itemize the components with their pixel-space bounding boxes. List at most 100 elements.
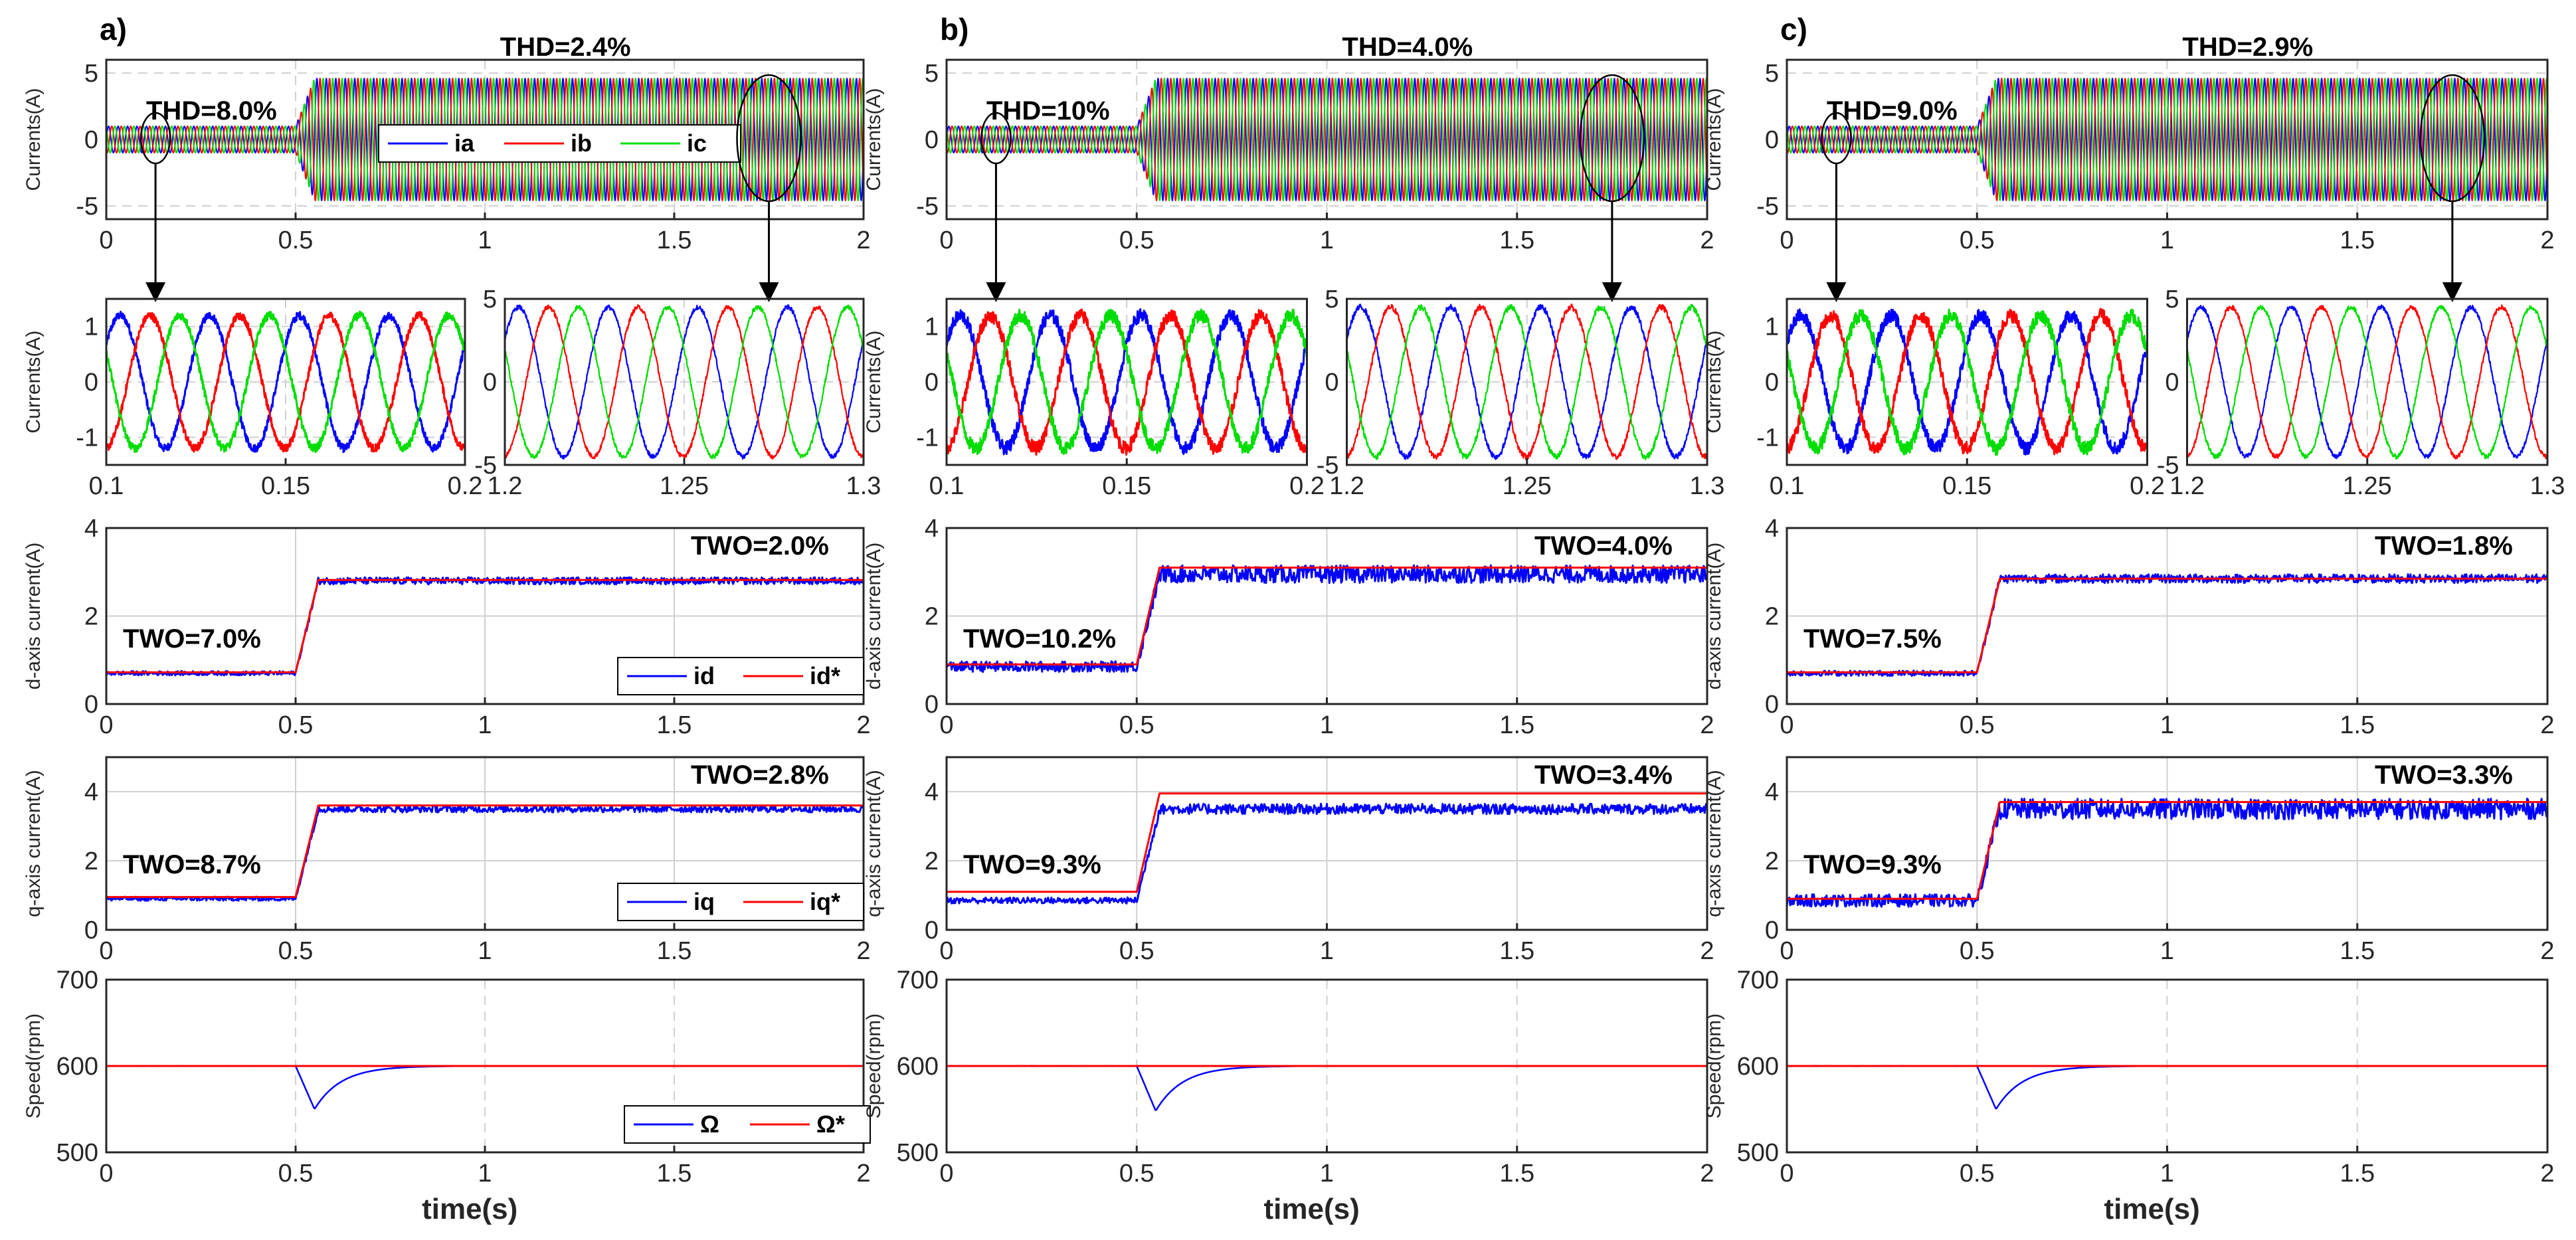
y-tick-label: 4 (1765, 515, 1779, 543)
q-measured-line (945, 802, 1708, 905)
y-axis-label: Speed(rpm) (863, 1014, 885, 1118)
two-after-annotation: TWO=1.8% (2375, 531, 2513, 561)
y-tick-label: 5 (1325, 286, 1338, 313)
y-tick-label: 0 (84, 691, 98, 719)
x-tick-label: 0.1 (89, 472, 124, 500)
phase-current-ib (106, 78, 864, 201)
y-tick-label: 1 (1765, 313, 1779, 341)
d-axis-plot-series (1786, 573, 2549, 677)
speed-measured-line (106, 1065, 864, 1110)
y-tick-label: 0 (1765, 917, 1779, 944)
y-tick-label: 500 (56, 1139, 98, 1167)
y-tick-label: 700 (1737, 966, 1779, 994)
y-axis-label: Currents(A) (1703, 330, 1725, 433)
y-tick-label: 2 (1765, 603, 1779, 631)
q-axis-plot-series (106, 804, 865, 902)
y-axis-label: q-axis current(A) (23, 770, 45, 917)
two-after-annotation: TWO=2.8% (691, 760, 829, 790)
currents-legend: ia ib ic (378, 124, 741, 163)
y-tick-label: 4 (925, 778, 939, 806)
x-tick-label: 1 (478, 937, 492, 965)
y-tick-label: 0 (84, 126, 98, 154)
x-tick-label: 1.5 (2340, 711, 2375, 739)
zoom-phase-ic (504, 304, 864, 460)
x-tick-label: 0.2 (448, 472, 483, 500)
y-tick-label: -5 (2157, 452, 2179, 480)
x-tick-label: 2 (2540, 226, 2554, 254)
x-tick-label: 1 (1320, 226, 1334, 254)
x-tick-label: 1 (478, 226, 492, 254)
y-tick-label: 4 (84, 515, 98, 543)
phase-current-ia (1786, 78, 2548, 201)
x-tick-label: 1 (2160, 937, 2174, 965)
x-tick-label: 1.5 (2340, 937, 2375, 965)
x-tick-label: 0.5 (1960, 1160, 1995, 1188)
y-tick-label: 2 (1765, 847, 1779, 875)
zoom-phase-ic (1346, 304, 1708, 460)
speed-legend: Ω Ω* (624, 1105, 871, 1144)
y-tick-label: 0 (925, 369, 939, 397)
y-tick-label: 0 (925, 126, 939, 154)
x-tick-label: 0.1 (1770, 472, 1805, 500)
x-tick-label: 0 (939, 1160, 953, 1188)
zoom-plot-1: 0.1 0.15 0.2 1 0 -1 (916, 298, 1325, 500)
x-tick-label: 0 (1780, 1160, 1794, 1188)
x-tick-label: 1.5 (2340, 1160, 2375, 1188)
d-legend: id id* (617, 657, 864, 695)
x-tick-label: 2 (1700, 1160, 1714, 1188)
two-before-annotation: TWO=10.2% (963, 624, 1116, 654)
zoom-plot-1-series (1786, 308, 2148, 456)
zoom-phase-ib (105, 311, 466, 453)
x-tick-label: 1 (1320, 1160, 1334, 1188)
speed-plot: 0 0.5 1 1.5 2 700 600 500 (56, 966, 871, 1188)
phase-current-ib (946, 78, 1708, 201)
d-axis-plot: 0 0.5 1 1.5 2 4 2 0 (1765, 515, 2555, 739)
q-axis-plot-series (945, 792, 1708, 905)
x-tick-label: 0 (939, 937, 953, 965)
y-axis-label: Currents(A) (23, 88, 45, 191)
x-tick-label: 1.3 (1690, 472, 1725, 500)
q-axis-plot-series (1786, 798, 2549, 908)
zoom-phase-ic (1786, 308, 2148, 456)
x-tick-label: 1 (478, 711, 492, 739)
zoom-plot-1: 0.1 0.15 0.2 1 0 -1 (76, 298, 483, 500)
legend-label: Ω (700, 1110, 719, 1138)
x-tick-label: 0.5 (278, 711, 314, 739)
x-tick-label: 2 (2540, 711, 2554, 739)
x-tick-label: 1.3 (846, 472, 881, 500)
thd-before-annotation: THD=8.0% (146, 96, 277, 126)
y-tick-label: 600 (897, 1053, 939, 1081)
d-reference-line (106, 578, 864, 673)
y-tick-label: -5 (76, 193, 98, 221)
q-axis-plot: 0 0.5 1 1.5 2 4 2 0 (84, 756, 871, 965)
x-tick-label: 0.2 (1289, 472, 1325, 500)
y-axis-label: q-axis current(A) (1703, 770, 1725, 917)
x-tick-label: 0.2 (2130, 472, 2165, 500)
legend-label: ic (687, 130, 707, 157)
x-tick-label: 0.5 (278, 937, 314, 965)
currents-plot: 0 0.5 1 1.5 250-5 (1756, 58, 2555, 254)
zoom-phase-ia (1346, 304, 1708, 460)
q-legend: iq iq* (617, 883, 864, 921)
y-tick-label: 5 (2165, 286, 2179, 313)
currents-plot: 0 0.5 1 1.5 250-5 (916, 58, 1714, 254)
x-tick-label: 1.5 (657, 1160, 692, 1188)
zoom-plot-1-series (105, 310, 466, 454)
d-axis-plot: 0 0.5 1 1.5 2 4 2 0 (925, 515, 1714, 739)
d-reference-line (1786, 577, 2548, 673)
zoom-plot-2: 1.2 1.25 1.3 5 0 -5 (2157, 286, 2565, 500)
x-axis-label: time(s) (2104, 1193, 2199, 1225)
y-axis-label: Currents(A) (23, 330, 45, 433)
x-tick-label: 0.1 (929, 472, 965, 500)
x-tick-label: 0.5 (1960, 937, 1995, 965)
y-tick-label: 1 (84, 313, 98, 341)
zoom-phase-ia (945, 308, 1308, 456)
y-tick-label: 700 (56, 966, 98, 994)
y-tick-label: 0 (84, 917, 98, 944)
y-tick-label: 5 (483, 286, 497, 313)
y-axis-label: d-axis current(A) (863, 543, 885, 690)
y-tick-label: 600 (56, 1053, 98, 1081)
d-measured-line (1786, 573, 2549, 677)
phase-current-ib (1786, 78, 2548, 201)
